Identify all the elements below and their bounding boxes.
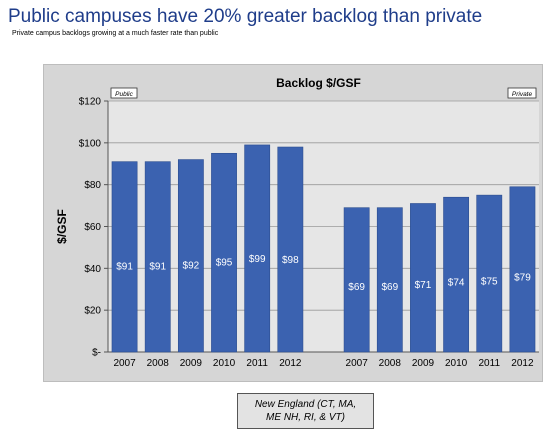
y-tick-label: $80 (84, 180, 101, 191)
bar-data-label: $79 (514, 273, 531, 284)
region-caption: New England (CT, MA, ME NH, RI, & VT) (237, 393, 374, 429)
bar-public-2011 (244, 144, 271, 353)
y-tick-label: $60 (84, 222, 101, 233)
y-axis-label: $/GSF (55, 209, 69, 244)
bar-data-label: $75 (481, 276, 498, 287)
group-tag-box-private (507, 87, 537, 99)
chart-title: Backlog $/GSF (276, 76, 361, 90)
bar-private-2007 (343, 207, 370, 353)
x-tick-label: 2007 (346, 358, 369, 369)
y-tick-label: $120 (79, 97, 102, 108)
x-tick-label: 2008 (379, 358, 402, 369)
slide-subtitle: Private campus backlogs growing at a muc… (12, 30, 219, 37)
y-tick-label: $100 (79, 138, 102, 149)
bar-public-2012 (277, 146, 304, 353)
caption-line-2: ME NH, RI, & VT) (266, 412, 345, 423)
slide-title: Public campuses have 20% greater backlog… (8, 6, 483, 27)
backlog-bar-chart: $- $20 $40 $60 $80 $100 $120 Backlog $/GSF $/GSF… (55, 76, 539, 369)
x-tick-label: 2012 (511, 358, 534, 369)
bar-data-label: $91 (149, 261, 166, 272)
group-tag-box-public (110, 87, 138, 99)
x-tick-label: 2007 (113, 358, 136, 369)
bar-private-2009 (410, 203, 436, 353)
bar-private-2012 (509, 186, 536, 353)
x-tick-label: 2010 (445, 358, 468, 369)
chart-frame: $- $20 $40 $60 $80 $100 $120 Backlog $/GSF $/GSF… (43, 64, 543, 382)
x-tick-label: 2008 (147, 358, 170, 369)
y-tick-label: $40 (84, 264, 101, 275)
bar-public-2009 (177, 159, 204, 353)
bar-data-label: $71 (415, 280, 432, 291)
x-tick-label: 2011 (246, 358, 268, 369)
bar-public-2007 (111, 161, 138, 353)
bar-data-label: $99 (249, 254, 266, 265)
x-tick-label: 2011 (479, 358, 501, 369)
y-tick-label: $20 (84, 306, 101, 317)
bar-data-label: $69 (381, 282, 398, 293)
bar-private-2008 (376, 207, 403, 353)
bar-data-label: $98 (282, 255, 299, 266)
y-tick-label: $- (92, 348, 101, 359)
x-tick-label: 2009 (412, 358, 435, 369)
group-tag-private: Private (512, 91, 533, 98)
bar-public-2008 (144, 161, 171, 353)
caption-line-1: New England (CT, MA, (254, 399, 357, 410)
bar-data-label: $74 (448, 277, 465, 288)
bar-public-2010 (211, 152, 237, 353)
x-tick-label: 2010 (213, 358, 236, 369)
x-tick-label: 2009 (180, 358, 203, 369)
bar-private-2010 (443, 196, 470, 353)
bar-data-label: $92 (183, 260, 200, 271)
bar-data-label: $91 (116, 261, 133, 272)
bar-data-label: $95 (216, 258, 233, 269)
x-tick-label: 2012 (279, 358, 302, 369)
bar-data-label: $69 (348, 282, 365, 293)
group-tag-public: Public (115, 91, 133, 98)
bar-private-2011 (476, 194, 503, 353)
